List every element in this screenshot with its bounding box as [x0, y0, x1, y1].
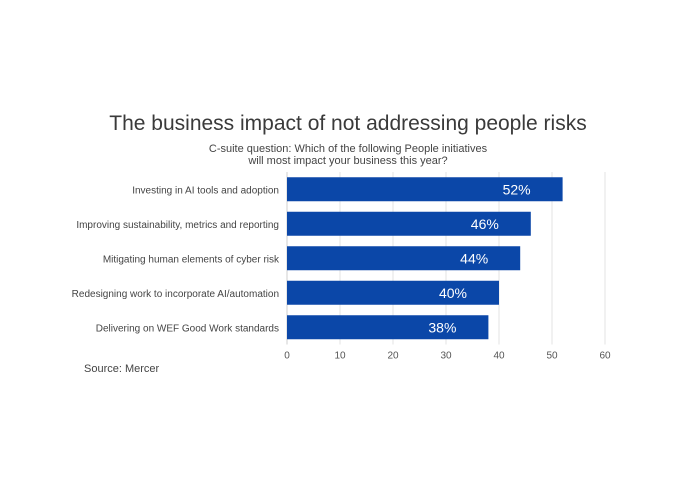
category-label: Improving sustainability, metrics and re…	[76, 220, 279, 231]
x-tick-label: 60	[599, 351, 611, 362]
bar-value-label: 46%	[471, 216, 499, 232]
x-tick-label: 50	[546, 351, 558, 362]
bar	[287, 177, 563, 202]
bar	[287, 211, 531, 236]
bar-value-label: 38%	[428, 319, 456, 335]
chart-subtitle-line-2: will most impact your business this year…	[248, 155, 448, 167]
category-label: Mitigating human elements of cyber risk	[103, 254, 280, 265]
category-label: Investing in AI tools and adoption	[132, 185, 279, 196]
x-tick-label: 0	[284, 351, 290, 362]
bars: 52% 46% 44% 40% 38%	[287, 177, 563, 340]
bar	[287, 315, 489, 340]
x-axis-ticks: 0 10 20 30 40 50 60	[284, 351, 611, 362]
x-tick-label: 30	[440, 351, 452, 362]
bar-value-label: 44%	[460, 250, 488, 266]
x-tick-label: 10	[334, 351, 346, 362]
bar-value-label: 40%	[439, 285, 467, 301]
x-tick-label: 20	[387, 351, 399, 362]
chart-title: The business impact of not addressing pe…	[109, 112, 587, 135]
chart-subtitle-line-1: C-suite question: Which of the following…	[208, 143, 488, 155]
source-note: Source: Mercer	[84, 363, 160, 375]
category-label: Delivering on WEF Good Work standards	[96, 323, 279, 334]
bar-value-label: 52%	[503, 181, 531, 197]
category-label: Redesigning work to incorporate AI/autom…	[72, 289, 279, 300]
x-tick-label: 40	[493, 351, 505, 362]
category-labels: Investing in AI tools and adoption Improv…	[72, 185, 280, 334]
bar	[287, 280, 499, 305]
bar	[287, 246, 521, 271]
